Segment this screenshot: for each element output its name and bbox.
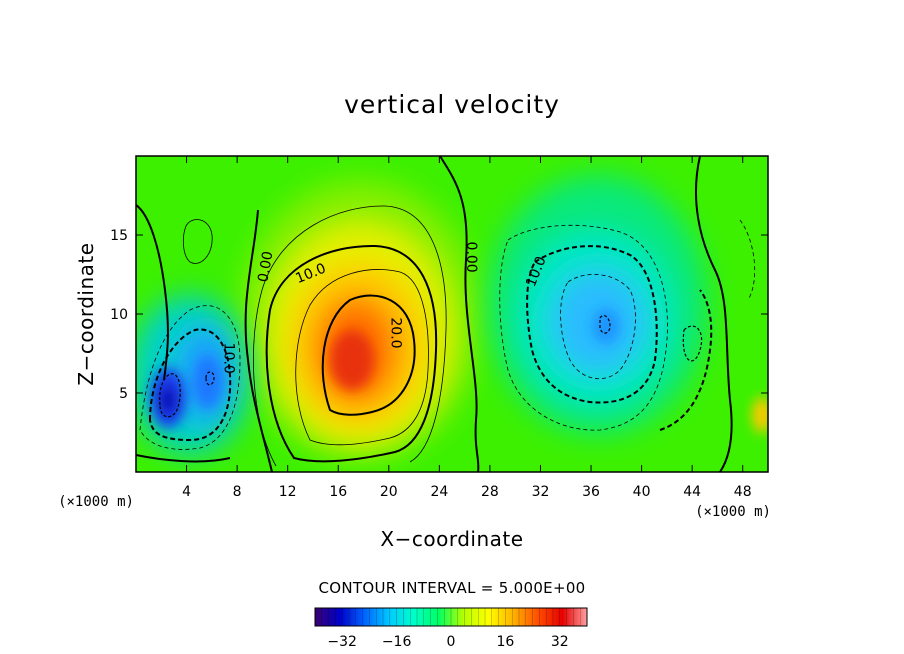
colorbar-tick-label: 0 — [447, 634, 456, 650]
x-tick-label: 16 — [329, 484, 347, 500]
x-axis-ticks: 4 8 12 16 20 24 28 32 36 40 44 48 — [182, 156, 752, 500]
colorbar-tick-label: 16 — [496, 634, 514, 650]
contour-lines — [136, 156, 756, 472]
y-tick-label: 10 — [110, 307, 128, 323]
contour-label: 20.0 — [387, 317, 403, 348]
plot-area: 0.00 10.020.00.00 10.010.0 4 8 12 16 20 24 28 32 3… — [110, 155, 769, 500]
colorbar-tick-label: −16 — [382, 634, 412, 650]
x-tick-label: 44 — [683, 484, 701, 500]
x-tick-label: 48 — [734, 484, 752, 500]
x-tick-label: 36 — [582, 484, 600, 500]
contour-labels: 0.00 10.020.00.00 10.010.0 — [221, 242, 550, 374]
x-tick-label: 40 — [633, 484, 651, 500]
contour-interval-text: CONTOUR INTERVAL = 5.000E+00 — [318, 579, 585, 597]
x-axis-label: X−coordinate — [380, 527, 523, 551]
x-tick-label: 4 — [182, 484, 191, 500]
x-tick-label: 8 — [233, 484, 242, 500]
contour-label: 0.00 — [463, 242, 479, 273]
y-axis-ticks: 5 10 15 — [110, 228, 768, 402]
x-tick-label: 32 — [532, 484, 550, 500]
x-unit-label-left: (×1000 m) — [58, 494, 134, 510]
x-tick-label: 20 — [380, 484, 398, 500]
contour-label: 0.00 — [255, 250, 276, 283]
colorbar-tick-label: 32 — [551, 634, 569, 650]
colorbar-frame — [314, 607, 588, 627]
colorbar-tick-label: −32 — [327, 634, 357, 650]
y-axis-label: Z−coordinate — [74, 242, 98, 385]
chart-title: vertical velocity — [344, 90, 560, 119]
x-tick-label: 12 — [279, 484, 297, 500]
contour-label: 10.0 — [221, 343, 237, 374]
x-unit-label-right: (×1000 m) — [695, 504, 771, 520]
contour-field: 0.00 10.020.00.00 10.010.0 — [136, 156, 768, 472]
y-tick-label: 5 — [119, 386, 128, 402]
x-tick-label: 28 — [481, 484, 499, 500]
colorbar: −32 −16 0 16 32 — [314, 607, 588, 650]
x-tick-label: 24 — [430, 484, 448, 500]
y-tick-label: 15 — [110, 228, 128, 244]
